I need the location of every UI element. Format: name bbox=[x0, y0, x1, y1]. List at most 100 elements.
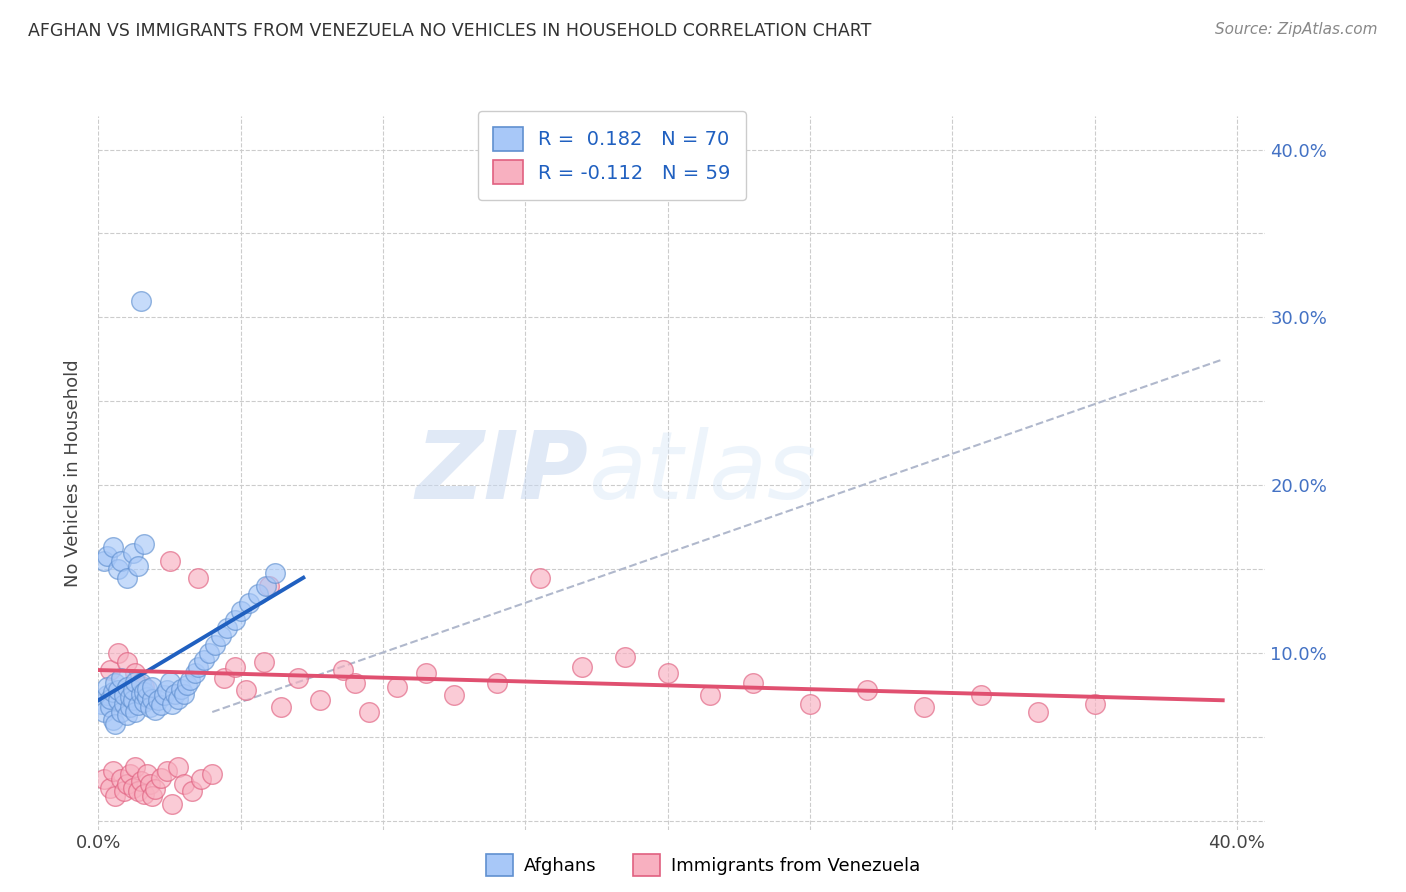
Point bbox=[170, 681, 193, 696]
Point bbox=[141, 680, 163, 694]
Point bbox=[246, 587, 269, 601]
Legend: Afghans, Immigrants from Venezuela: Afghans, Immigrants from Venezuela bbox=[479, 847, 927, 883]
Point bbox=[179, 673, 201, 687]
Point bbox=[112, 784, 135, 798]
Point bbox=[387, 680, 409, 694]
Point bbox=[173, 687, 195, 701]
Point bbox=[443, 688, 465, 702]
Point bbox=[104, 789, 127, 803]
Point bbox=[150, 698, 173, 713]
Point bbox=[115, 655, 138, 669]
Point bbox=[415, 666, 437, 681]
Point bbox=[193, 653, 215, 667]
Point bbox=[93, 772, 115, 787]
Point bbox=[107, 683, 129, 698]
Point bbox=[98, 780, 121, 795]
Point bbox=[110, 705, 132, 719]
Point bbox=[90, 697, 112, 711]
Point bbox=[187, 659, 209, 673]
Point bbox=[98, 691, 121, 706]
Point bbox=[138, 777, 160, 791]
Point bbox=[143, 703, 166, 717]
Point bbox=[129, 293, 152, 308]
Point bbox=[614, 649, 637, 664]
Point bbox=[96, 549, 118, 563]
Point bbox=[93, 705, 115, 719]
Point bbox=[153, 688, 176, 702]
Point bbox=[229, 604, 252, 618]
Point bbox=[107, 646, 129, 660]
Point bbox=[184, 666, 207, 681]
Text: AFGHAN VS IMMIGRANTS FROM VENEZUELA NO VEHICLES IN HOUSEHOLD CORRELATION CHART: AFGHAN VS IMMIGRANTS FROM VENEZUELA NO V… bbox=[28, 22, 872, 40]
Point bbox=[132, 537, 155, 551]
Point bbox=[132, 695, 155, 709]
Point bbox=[159, 674, 181, 689]
Point bbox=[287, 672, 309, 686]
Point bbox=[115, 777, 138, 791]
Point bbox=[165, 687, 187, 701]
Point bbox=[121, 683, 143, 698]
Y-axis label: No Vehicles in Household: No Vehicles in Household bbox=[65, 359, 83, 587]
Point bbox=[112, 688, 135, 702]
Point bbox=[657, 666, 679, 681]
Point bbox=[118, 690, 141, 704]
Point bbox=[167, 760, 190, 774]
Point bbox=[173, 777, 195, 791]
Text: atlas: atlas bbox=[589, 427, 817, 518]
Point bbox=[162, 697, 184, 711]
Point bbox=[107, 562, 129, 576]
Point bbox=[198, 646, 221, 660]
Point bbox=[357, 705, 380, 719]
Point bbox=[176, 678, 198, 692]
Point bbox=[162, 797, 184, 812]
Point bbox=[98, 663, 121, 677]
Point bbox=[1026, 705, 1049, 719]
Point bbox=[252, 655, 274, 669]
Point bbox=[571, 659, 593, 673]
Point bbox=[129, 687, 152, 701]
Point bbox=[799, 697, 821, 711]
Point bbox=[181, 784, 204, 798]
Point bbox=[104, 676, 127, 690]
Point bbox=[156, 764, 179, 778]
Point bbox=[224, 613, 246, 627]
Point bbox=[110, 772, 132, 787]
Point bbox=[212, 672, 235, 686]
Point bbox=[141, 789, 163, 803]
Point bbox=[1084, 697, 1107, 711]
Point bbox=[159, 554, 181, 568]
Text: Source: ZipAtlas.com: Source: ZipAtlas.com bbox=[1215, 22, 1378, 37]
Point bbox=[150, 771, 173, 785]
Point bbox=[107, 693, 129, 707]
Point bbox=[270, 700, 292, 714]
Point bbox=[856, 683, 879, 698]
Point bbox=[742, 676, 765, 690]
Point bbox=[156, 683, 179, 698]
Point bbox=[127, 784, 149, 798]
Point bbox=[96, 688, 118, 702]
Point bbox=[141, 691, 163, 706]
Point bbox=[101, 685, 124, 699]
Text: ZIP: ZIP bbox=[416, 426, 589, 519]
Point bbox=[529, 571, 551, 585]
Point bbox=[224, 659, 246, 673]
Point bbox=[129, 773, 152, 788]
Point bbox=[257, 579, 280, 593]
Point bbox=[132, 787, 155, 801]
Point bbox=[104, 716, 127, 731]
Point bbox=[254, 579, 277, 593]
Point bbox=[115, 680, 138, 694]
Point bbox=[143, 782, 166, 797]
Point bbox=[121, 693, 143, 707]
Point bbox=[124, 760, 146, 774]
Point bbox=[209, 630, 232, 644]
Point bbox=[110, 672, 132, 686]
Point bbox=[118, 700, 141, 714]
Point bbox=[699, 688, 721, 702]
Point bbox=[124, 705, 146, 719]
Point bbox=[132, 680, 155, 694]
Point bbox=[201, 767, 224, 781]
Point bbox=[96, 680, 118, 694]
Point bbox=[124, 666, 146, 681]
Point bbox=[115, 708, 138, 723]
